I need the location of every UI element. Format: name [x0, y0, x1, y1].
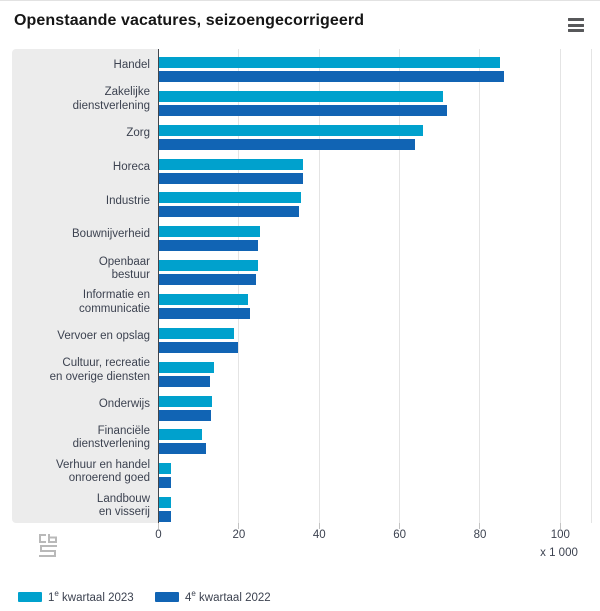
x-tick-label: 20	[232, 529, 246, 541]
bar-series2-2[interactable]	[158, 104, 448, 116]
category-label: Handel	[113, 59, 150, 72]
bar-series2-10[interactable]	[158, 375, 211, 387]
legend-swatch-q4-2022	[155, 592, 179, 602]
x-axis-unit-label: x 1 000	[540, 547, 578, 559]
bar-series1-3[interactable]	[158, 124, 424, 136]
bar-series2-11[interactable]	[158, 409, 212, 421]
bar-series2-3[interactable]	[158, 138, 416, 150]
bar-series2-4[interactable]	[158, 172, 303, 184]
category-labels-panel: Handel Zakelijke dienstverlening Zorg Horeca…	[12, 49, 158, 557]
x-tick-label: 60	[393, 529, 407, 541]
bar-series1-1[interactable]	[158, 57, 500, 68]
category-label: Onderwijs	[98, 397, 150, 410]
bar-series1-5[interactable]	[158, 192, 301, 204]
bar-series1-9[interactable]	[158, 327, 235, 339]
bar-series2-13[interactable]	[158, 477, 172, 489]
legend-label-q4-2022: 4e kwartaal 2022	[185, 589, 271, 604]
x-tick-mark	[559, 523, 561, 529]
bar-series1-6[interactable]	[158, 226, 261, 238]
x-tick-label: 0	[155, 529, 162, 541]
category-label: Bouwnijverheid	[72, 228, 150, 241]
gridline	[591, 49, 592, 523]
category-label: Industrie	[105, 194, 150, 207]
bar-series2-6[interactable]	[158, 240, 259, 252]
category-label: Informatie en communicatie	[79, 289, 150, 315]
x-tick-mark	[238, 523, 240, 529]
bar-series2-8[interactable]	[158, 308, 251, 319]
bar-series2-9[interactable]	[158, 341, 239, 353]
y-axis-line	[157, 49, 159, 523]
x-tick-label: 80	[473, 529, 487, 541]
category-label: Verhuur en handel onroerend goed	[56, 458, 150, 485]
menu-button[interactable]	[565, 18, 587, 38]
gridline	[318, 49, 320, 523]
bar-series2-5[interactable]	[158, 206, 299, 218]
legend: 1e kwartaal 2023 4e kwartaal 2022	[0, 587, 600, 609]
category-label: Cultuur, recreatie en overige diensten	[49, 357, 150, 383]
gridline	[559, 49, 561, 523]
bar-series1-14[interactable]	[158, 497, 171, 509]
category-label: Financiële dienstverlening	[72, 424, 150, 451]
bar-series1-10[interactable]	[158, 361, 215, 373]
x-tick-label: 40	[312, 529, 326, 541]
bar-series2-12[interactable]	[158, 443, 207, 455]
x-tick-label: 100	[550, 529, 570, 541]
bar-series1-2[interactable]	[158, 90, 444, 102]
x-tick-mark	[158, 523, 159, 529]
bar-series2-14[interactable]	[158, 511, 172, 523]
plot-area	[158, 49, 592, 523]
bar-series1-11[interactable]	[158, 395, 213, 407]
bar-series1-13[interactable]	[158, 463, 171, 475]
bar-series1-12[interactable]	[158, 429, 203, 441]
category-label: Landbouw en visserij	[96, 492, 150, 519]
category-label: Vervoer en opslag	[57, 330, 150, 343]
gridline	[238, 49, 240, 523]
chart-title: Openstaande vacatures, seizoengecorrigee…	[14, 12, 365, 29]
hamburger-icon	[565, 18, 587, 33]
x-tick-mark	[318, 523, 320, 529]
bar-series1-4[interactable]	[158, 158, 303, 170]
bar-series1-7[interactable]	[158, 260, 259, 272]
x-tick-mark	[479, 523, 481, 529]
bar-series1-8[interactable]	[158, 294, 249, 305]
gridline	[399, 49, 401, 523]
category-label: Horeca	[112, 160, 150, 173]
cbs-logo	[39, 534, 57, 557]
category-label: Openbaar bestuur	[98, 255, 150, 282]
category-label: Zakelijke dienstverlening	[72, 86, 150, 112]
bar-series2-1[interactable]	[158, 71, 504, 82]
legend-swatch-q1-2023	[18, 592, 42, 602]
bar-series2-7[interactable]	[158, 274, 257, 286]
category-label: Zorg	[126, 126, 150, 139]
gridline	[479, 49, 481, 523]
legend-label-q1-2023: 1e kwartaal 2023	[48, 589, 134, 604]
x-tick-mark	[399, 523, 401, 529]
